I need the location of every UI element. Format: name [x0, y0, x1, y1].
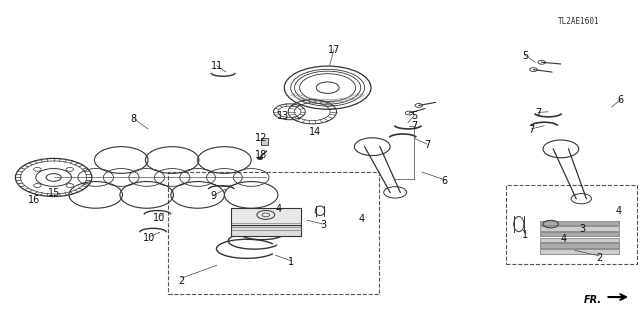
- Bar: [540, 244, 620, 248]
- Text: 5: 5: [522, 51, 528, 61]
- Text: 3: 3: [579, 224, 586, 234]
- Bar: [261, 138, 268, 145]
- Text: 10: 10: [143, 233, 156, 243]
- Circle shape: [257, 157, 262, 160]
- Text: 2: 2: [179, 276, 185, 285]
- Bar: [540, 249, 620, 253]
- Bar: [540, 226, 620, 231]
- Text: 1: 1: [288, 257, 294, 267]
- Text: 12: 12: [255, 133, 268, 143]
- Text: 1: 1: [522, 229, 528, 240]
- Text: 4: 4: [275, 204, 282, 214]
- Text: 8: 8: [131, 114, 137, 124]
- Bar: [168, 172, 379, 294]
- Bar: [506, 185, 637, 264]
- Text: FR.: FR.: [584, 295, 602, 305]
- Bar: [231, 225, 301, 236]
- Text: 15: 15: [47, 188, 60, 198]
- Text: 7: 7: [529, 125, 534, 135]
- Text: 4: 4: [615, 206, 621, 216]
- Text: 14: 14: [308, 127, 321, 137]
- Text: 16: 16: [28, 195, 41, 205]
- Text: 4: 4: [358, 214, 365, 224]
- Text: 11: 11: [211, 61, 223, 71]
- Text: 18: 18: [255, 150, 268, 160]
- Text: 2: 2: [596, 253, 602, 263]
- Bar: [540, 232, 620, 236]
- Text: 6: 6: [618, 95, 624, 105]
- Text: 4: 4: [561, 234, 566, 244]
- Bar: [540, 238, 620, 242]
- Text: 7: 7: [535, 108, 541, 118]
- Bar: [540, 220, 620, 225]
- Text: TL2AE1601: TL2AE1601: [557, 17, 599, 26]
- Text: 9: 9: [210, 191, 216, 202]
- Text: 5: 5: [411, 111, 417, 121]
- Text: 7: 7: [424, 140, 430, 150]
- Text: 7: 7: [411, 121, 417, 131]
- Text: 3: 3: [320, 220, 326, 230]
- Bar: [231, 208, 301, 225]
- Text: 13: 13: [277, 111, 289, 121]
- Text: 17: 17: [328, 44, 340, 55]
- Text: 6: 6: [441, 176, 447, 186]
- Text: 10: 10: [154, 213, 166, 223]
